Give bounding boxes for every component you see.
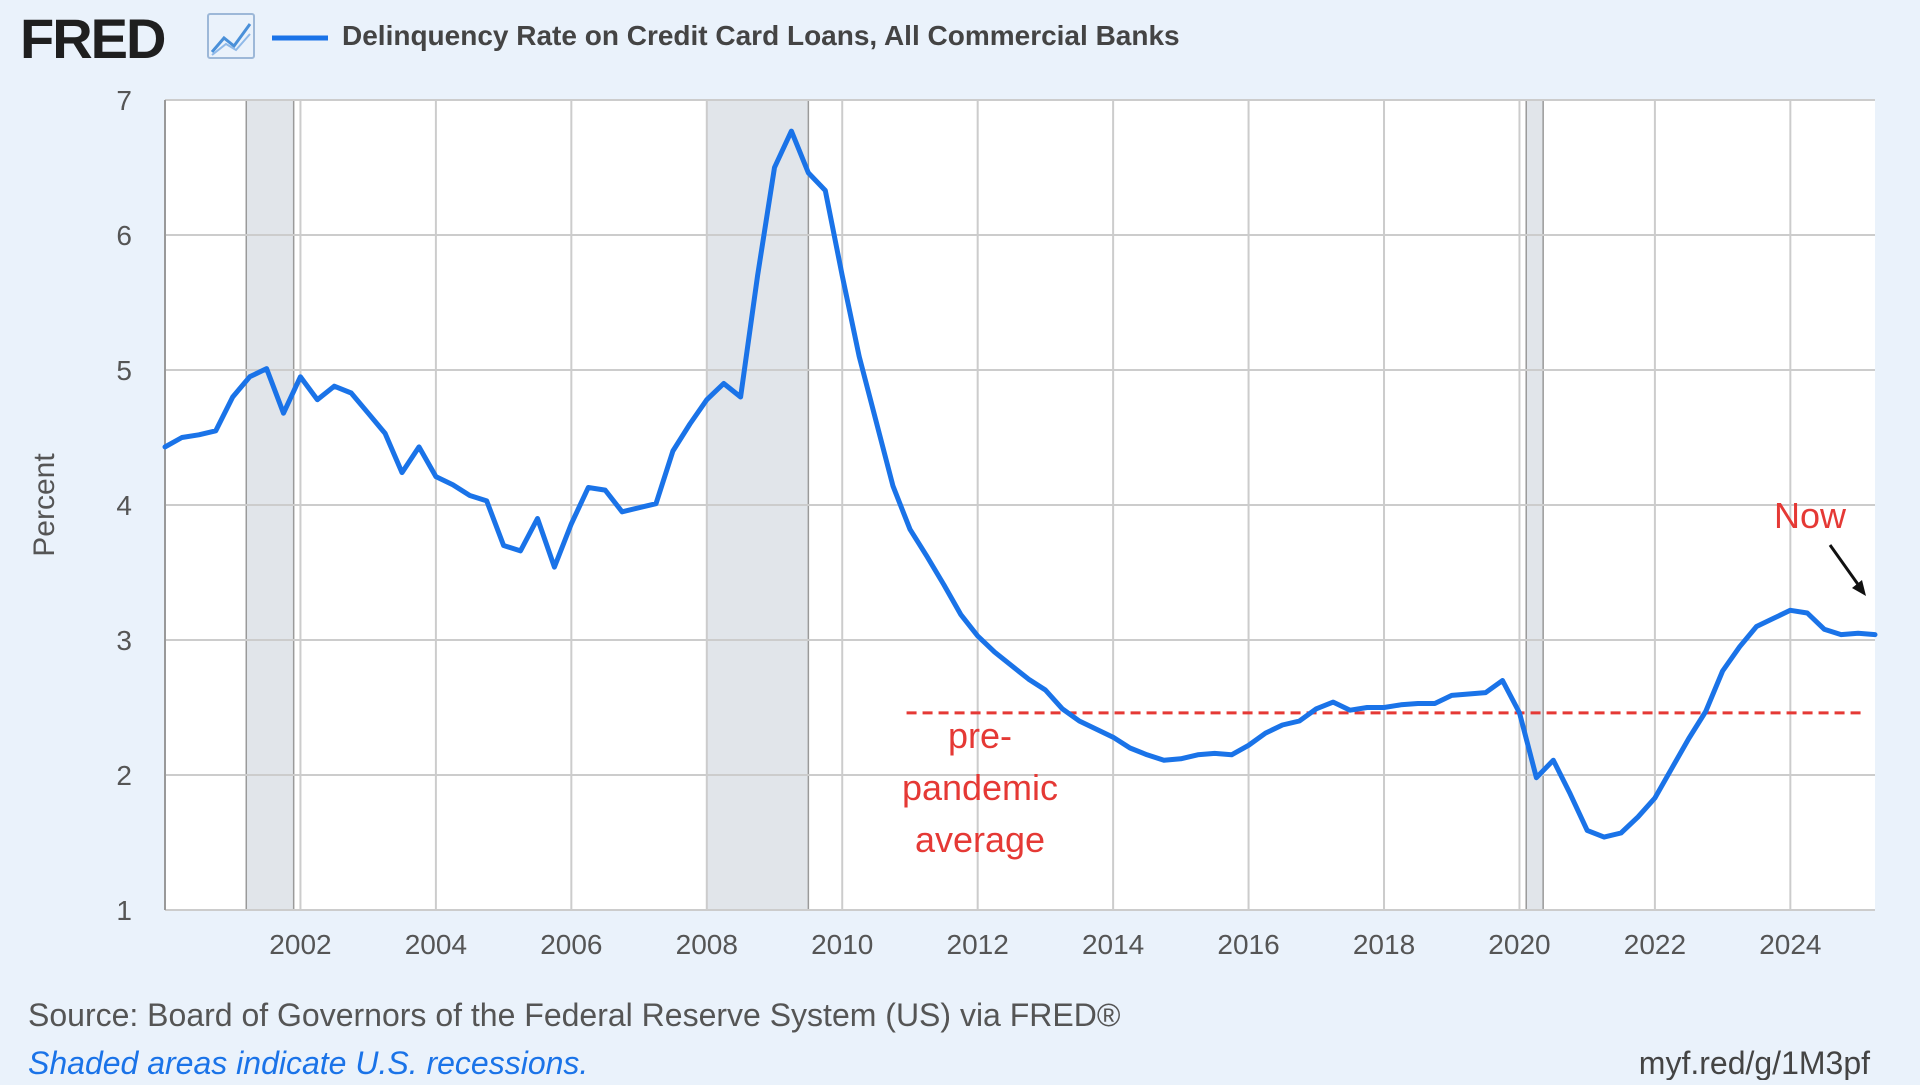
x-tick-label: 2012 — [947, 929, 1009, 960]
y-tick-label: 5 — [116, 355, 132, 386]
footer: Source: Board of Governors of the Federa… — [28, 997, 1870, 1081]
y-tick-label: 3 — [116, 625, 132, 656]
x-tick-labels: 2002 2004 2006 2008 2010 2012 2014 2016 2018 2020… — [269, 929, 1821, 960]
x-tick-label: 2010 — [811, 929, 873, 960]
short-url[interactable]: myf.red/g/1M3pf — [1639, 1045, 1870, 1081]
x-tick-label: 2018 — [1353, 929, 1415, 960]
avg-label-line1: pre- — [948, 715, 1012, 756]
y-tick-label: 6 — [116, 220, 132, 251]
x-tick-label: 2004 — [405, 929, 467, 960]
y-tick-label: 7 — [116, 85, 132, 116]
y-tick-label: 1 — [116, 895, 132, 926]
recession-note[interactable]: Shaded areas indicate U.S. recessions. — [28, 1045, 588, 1081]
x-tick-label: 2006 — [540, 929, 602, 960]
avg-label-line3: average — [915, 819, 1045, 860]
chart-icon — [207, 13, 255, 59]
avg-annotation: pre- pandemic average — [902, 715, 1058, 860]
series-line — [162, 128, 1878, 840]
x-tick-label: 2014 — [1082, 929, 1144, 960]
series-layer — [162, 128, 1878, 840]
legend-label: Delinquency Rate on Credit Card Loans, A… — [342, 20, 1180, 51]
y-tick-label: 2 — [116, 760, 132, 791]
y-tick-labels: 1 2 3 4 5 6 7 — [116, 85, 132, 926]
x-tick-label: 2002 — [269, 929, 331, 960]
x-tick-label: 2008 — [676, 929, 738, 960]
y-axis-label: Percent — [28, 453, 61, 557]
now-label: Now — [1774, 495, 1847, 536]
avg-label-line2: pandemic — [902, 767, 1058, 808]
grid-lines — [165, 99, 1875, 911]
x-tick-label: 2020 — [1488, 929, 1550, 960]
x-tick-label: 2024 — [1759, 929, 1821, 960]
now-annotation: Now — [1774, 495, 1866, 596]
fred-logo: FRED — [20, 7, 165, 70]
source-text: Source: Board of Governors of the Federa… — [28, 997, 1121, 1033]
y-tick-label: 4 — [116, 490, 132, 521]
now-arrow-head — [1852, 580, 1866, 596]
header: FRED Delinquency Rate on Credit Card Loa… — [20, 7, 1180, 70]
x-tick-label: 2022 — [1624, 929, 1686, 960]
now-arrow — [1828, 544, 1864, 591]
x-tick-label: 2016 — [1217, 929, 1279, 960]
